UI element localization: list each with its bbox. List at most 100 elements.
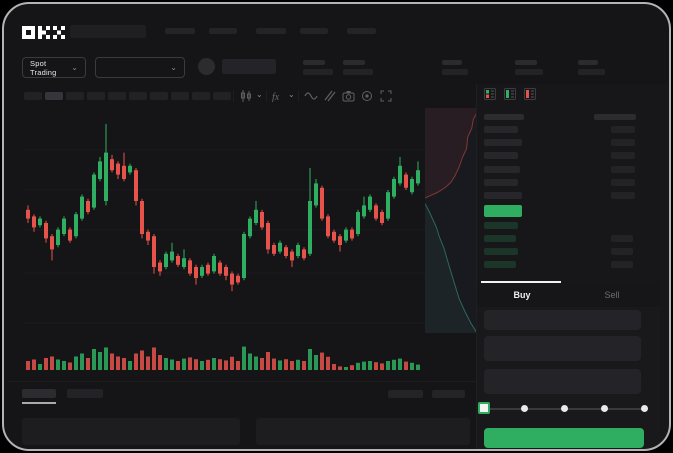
candle-body [86, 201, 90, 212]
timeframe-chip[interactable] [192, 92, 210, 100]
timeframe-chip[interactable] [24, 92, 42, 100]
volume-bar [98, 352, 102, 370]
orderbook-asks-view-icon[interactable] [524, 88, 536, 100]
candle-body [314, 183, 318, 206]
orderbook-bid-row[interactable] [484, 222, 518, 229]
candle-body [368, 196, 372, 210]
candle-body [344, 229, 348, 241]
ticker-stat-value [442, 69, 468, 75]
nav-item-placeholder[interactable] [300, 28, 328, 34]
candle-body [182, 258, 186, 267]
volume-bar [332, 364, 336, 370]
orderbook-ask-amount [611, 166, 635, 173]
slider-stop-dot[interactable] [561, 405, 568, 412]
orderbook-bids-view-icon[interactable] [504, 88, 516, 100]
timeframe-chip[interactable] [213, 92, 231, 100]
volume-bar [200, 361, 204, 370]
order-input-placeholder[interactable] [484, 310, 641, 330]
slider-stop-dot[interactable] [521, 405, 528, 412]
nav-item-placeholder[interactable] [165, 28, 195, 34]
camera-icon[interactable] [342, 90, 355, 102]
candle-body [398, 165, 402, 184]
timeframe-chip[interactable] [108, 92, 126, 100]
timeframe-chip[interactable] [129, 92, 147, 100]
depth-bids-area [425, 203, 477, 333]
candle-body [362, 205, 366, 217]
nav-item-placeholder[interactable] [347, 28, 376, 34]
candle-body [74, 214, 78, 237]
nav-item-placeholder[interactable] [256, 28, 286, 34]
candle-body [176, 256, 180, 265]
candle-body [332, 231, 336, 241]
orderbook-ask-row[interactable] [484, 192, 522, 199]
orderbook-ask-row[interactable] [484, 139, 522, 146]
volume-bar [44, 358, 48, 370]
candle-body [80, 196, 84, 219]
indicators-icon[interactable]: fx [272, 90, 286, 102]
candle-body [158, 262, 162, 272]
ticker-stat-label [343, 60, 365, 65]
candle-body [56, 229, 60, 245]
candle-body [200, 267, 204, 276]
orderbook-bid-row[interactable] [484, 248, 518, 255]
orderbook-ask-row[interactable] [484, 152, 518, 159]
timeframe-chip[interactable] [150, 92, 168, 100]
orderbook-ask-row[interactable] [484, 126, 518, 133]
candle-body [218, 262, 222, 274]
buy-submit-button[interactable] [484, 428, 644, 448]
candle-body [410, 179, 414, 193]
candle-body [386, 192, 390, 219]
depth-chart[interactable] [425, 108, 477, 333]
nav-item-placeholder[interactable] [209, 28, 237, 34]
chevron-down-icon: ⌄ [71, 62, 78, 72]
slider-stop-dot[interactable] [641, 405, 648, 412]
timeframe-chip[interactable] [66, 92, 84, 100]
candle-body [152, 236, 156, 267]
pair-selector-dropdown[interactable]: ⌄ [95, 57, 185, 78]
depth-asks-line [425, 112, 477, 199]
orderbook-bid-row[interactable] [484, 261, 516, 268]
volume-bar [62, 361, 66, 370]
price-chart[interactable] [20, 108, 430, 376]
market-type-dropdown[interactable]: Spot Trading ⌄ [22, 57, 86, 78]
timeframe-chip[interactable] [171, 92, 189, 100]
orderbook-combined-view-icon[interactable] [484, 88, 496, 100]
orderbook-ask-row[interactable] [484, 179, 518, 186]
timeframe-chip[interactable] [87, 92, 105, 100]
candle-body [50, 236, 54, 250]
candle-body [236, 275, 240, 283]
timeframe-chip[interactable] [45, 92, 63, 100]
volume-bar [104, 347, 108, 370]
orderbook-ask-row[interactable] [484, 166, 520, 173]
order-input-placeholder[interactable] [484, 369, 641, 394]
candle-body [224, 267, 228, 276]
volume-bar [404, 361, 408, 370]
candle-body [212, 256, 216, 272]
chevron-down-icon[interactable]: ⌄ [256, 90, 263, 99]
slider-handle[interactable] [478, 402, 490, 414]
ticker-stat-value [343, 69, 373, 75]
orderbook-bid-row[interactable] [484, 235, 516, 242]
orderbook-header-amount [594, 114, 636, 120]
orders-tab-active[interactable] [22, 389, 56, 398]
orders-tab[interactable] [67, 389, 103, 398]
bottom-action-chip[interactable] [388, 390, 423, 398]
bottom-action-chip[interactable] [432, 390, 465, 398]
candle-body [356, 212, 360, 234]
tab-sell[interactable]: Sell [604, 290, 620, 300]
tab-buy[interactable]: Buy [513, 290, 531, 300]
fullscreen-icon[interactable] [380, 90, 392, 102]
volume-bar [266, 352, 270, 370]
candle-body [104, 152, 108, 201]
volume-bar [86, 358, 90, 370]
volume-bar [56, 359, 60, 370]
chevron-down-icon[interactable]: ⌄ [288, 90, 295, 99]
draw-icon[interactable] [324, 90, 336, 102]
okx-logo[interactable] [22, 26, 66, 39]
volume-bar [338, 366, 342, 370]
order-input-placeholder[interactable] [484, 336, 641, 361]
wave-icon[interactable] [304, 91, 318, 101]
settings-icon[interactable] [361, 90, 373, 102]
slider-stop-dot[interactable] [601, 405, 608, 412]
candle-type-icon[interactable] [240, 90, 253, 102]
